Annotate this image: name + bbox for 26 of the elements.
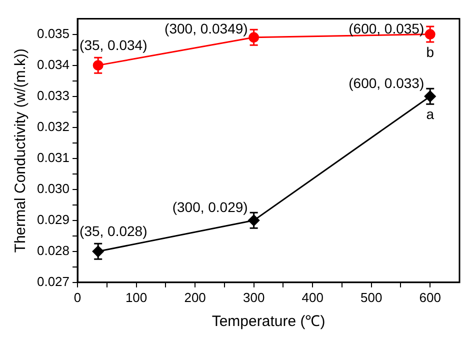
y-tick-label: 0.028 [36, 242, 70, 258]
x-axis-title: Temperature (℃) [212, 313, 326, 330]
y-tick-label: 0.034 [36, 56, 70, 72]
annotation: b [426, 44, 434, 60]
annotation: (600, 0.035) [348, 20, 424, 37]
annotation: (600, 0.033) [348, 75, 424, 92]
annotation: (300, 0.029) [172, 199, 248, 216]
x-tick-label: 100 [125, 290, 148, 305]
x-tick-label: 500 [360, 290, 382, 305]
x-tick-label: 300 [242, 290, 265, 305]
x-tick-label: 200 [184, 290, 206, 305]
annotation: (300, 0.0349) [164, 20, 248, 37]
y-tick-label: 0.029 [36, 212, 70, 227]
y-tick-label: 0.032 [36, 118, 70, 134]
x-tick-label: 600 [419, 290, 441, 305]
annotation: (35, 0.034) [80, 37, 148, 54]
x-tick-label: 400 [302, 290, 324, 305]
y-tick-label: 0.031 [36, 150, 70, 165]
y-tick-label: 0.027 [36, 274, 70, 289]
y-tick-label: 0.035 [36, 26, 70, 41]
y-tick-label: 0.030 [36, 180, 70, 196]
y-tick-label: 0.033 [36, 88, 70, 103]
y-axis-title: Thermal Conductivity (w/(m.k)) [12, 48, 30, 253]
x-tick-label: 0 [74, 290, 82, 305]
annotation: a [426, 106, 434, 122]
annotation: (35, 0.028) [80, 223, 148, 240]
